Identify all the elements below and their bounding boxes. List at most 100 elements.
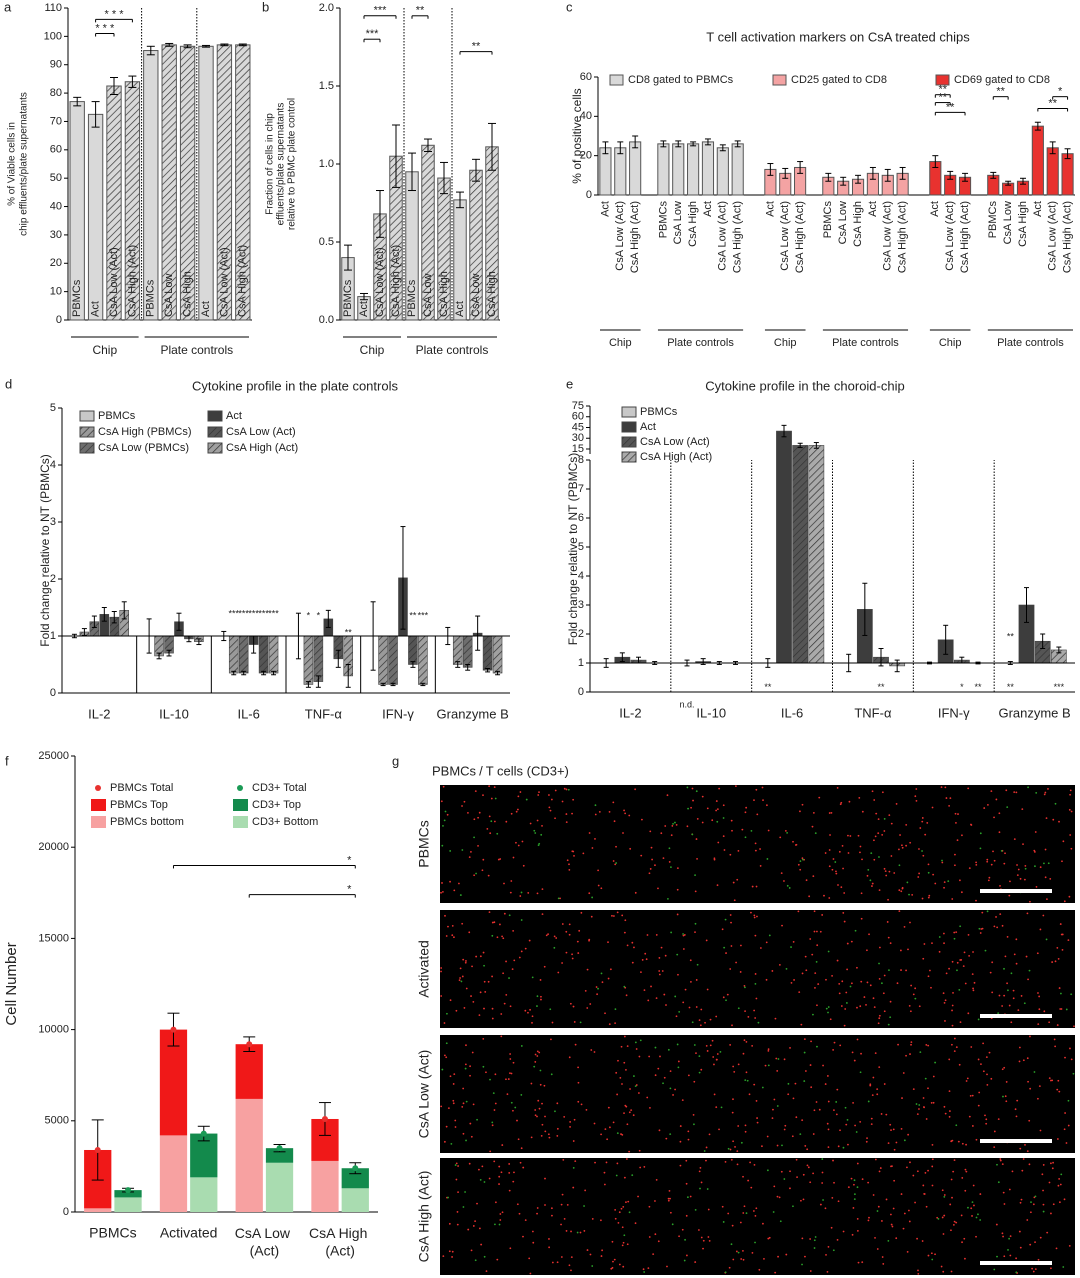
cell-dot	[532, 1241, 535, 1244]
cell-dot	[907, 1133, 910, 1136]
cell-dot	[860, 1052, 862, 1055]
cell-dot	[828, 865, 831, 868]
cell-dot	[860, 917, 863, 920]
cell-dot	[596, 993, 599, 996]
cell-dot	[698, 1071, 701, 1074]
bar-segment	[311, 1160, 339, 1212]
cell-dot	[853, 1179, 856, 1182]
cell-dot	[561, 962, 564, 964]
cell-dot	[571, 850, 574, 853]
cell-dot	[859, 1071, 862, 1074]
cell-dot	[493, 820, 496, 823]
cell-dot	[483, 1255, 486, 1258]
legend-swatch	[621, 406, 637, 418]
cell-dot	[1018, 1060, 1021, 1063]
cell-dot	[541, 1102, 543, 1105]
cell-dot	[1003, 994, 1006, 997]
cell-dot	[468, 931, 471, 934]
cell-dot	[572, 1140, 575, 1142]
cell-dot	[520, 1094, 523, 1096]
y-tick-label: 4	[50, 459, 56, 471]
cell-dot	[577, 1081, 580, 1084]
cell-dot	[447, 1107, 450, 1110]
y-tick-label: 20	[580, 150, 592, 162]
cell-dot	[677, 973, 679, 976]
cell-dot	[694, 922, 697, 925]
cell-dot	[549, 1008, 552, 1011]
cell-dot	[753, 1009, 756, 1012]
cell-dot	[759, 848, 761, 850]
cell-dot	[825, 978, 827, 981]
cell-dot	[493, 786, 496, 789]
cell-dot	[1039, 928, 1042, 931]
cell-dot	[597, 869, 600, 872]
cell-dot	[440, 891, 442, 894]
cell-dot	[956, 969, 958, 972]
cell-dot	[459, 894, 462, 896]
cell-dot	[685, 1182, 688, 1185]
x-tick-label: CsA High (Act)	[959, 201, 971, 273]
cell-dot	[696, 963, 699, 966]
cell-dot	[846, 942, 849, 945]
significance-label: *	[1058, 86, 1063, 98]
y-axis-label: Fraction of cells in chip	[265, 113, 276, 215]
cell-dot	[706, 1050, 709, 1052]
cell-dot	[805, 879, 808, 882]
cell-dot	[875, 812, 878, 815]
bar-label: PBMCs	[342, 279, 354, 317]
cell-dot	[809, 1181, 812, 1184]
cell-dot	[985, 1118, 988, 1121]
cell-dot	[628, 1111, 631, 1114]
cell-dot	[1018, 1230, 1021, 1233]
cell-dot	[732, 1140, 735, 1143]
cell-dot	[665, 1004, 667, 1006]
cell-dot	[456, 1211, 459, 1213]
cell-dot	[792, 1097, 795, 1100]
cell-dot	[1033, 851, 1036, 853]
cell-dot	[851, 1051, 854, 1054]
cell-dot	[1026, 1150, 1029, 1153]
significance-label: ***	[238, 609, 249, 619]
cell-dot	[822, 1199, 824, 1201]
cell-dot	[694, 890, 697, 893]
cell-dot	[570, 1269, 572, 1272]
cell-dot	[745, 1212, 748, 1215]
cell-dot	[465, 1139, 467, 1142]
cell-dot	[840, 1005, 843, 1007]
cell-dot	[593, 1122, 596, 1125]
cell-dot	[648, 1055, 651, 1058]
significance-label: **	[472, 41, 481, 53]
cell-dot	[1041, 1173, 1044, 1176]
cell-dot	[682, 948, 685, 950]
cell-dot	[887, 898, 889, 901]
cell-dot	[623, 985, 626, 988]
cell-dot	[625, 1105, 628, 1108]
cell-dot	[668, 1189, 671, 1192]
cell-dot	[970, 1046, 973, 1048]
cell-dot	[886, 921, 889, 923]
cell-dot	[724, 1271, 727, 1274]
cell-dot	[814, 972, 817, 975]
cell-dot	[550, 1207, 553, 1210]
legend-label: CsA Low (PBMCs)	[98, 442, 189, 454]
cell-dot	[798, 991, 801, 994]
cell-dot	[869, 879, 872, 882]
cell-dot	[467, 811, 469, 814]
cell-dot	[810, 1086, 813, 1089]
cell-dot	[965, 1170, 968, 1173]
cell-dot	[476, 1118, 478, 1121]
cell-dot	[461, 975, 464, 978]
cell-dot	[865, 1003, 867, 1006]
cell-dot	[887, 936, 890, 939]
cell-dot	[670, 834, 673, 837]
y-tick-label: 0	[50, 687, 56, 699]
cell-dot	[695, 790, 698, 793]
cell-dot	[918, 1005, 921, 1008]
cell-dot	[776, 1070, 779, 1072]
cell-dot	[833, 1181, 835, 1184]
cell-dot	[675, 1015, 678, 1018]
cell-dot	[474, 790, 477, 793]
cell-dot	[1006, 982, 1008, 985]
cell-dot	[910, 1041, 913, 1044]
cell-dot	[756, 1121, 759, 1124]
